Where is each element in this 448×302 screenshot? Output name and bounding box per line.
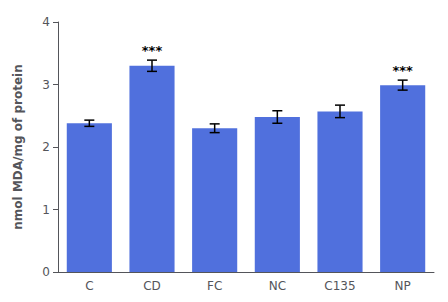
svg-text:NC: NC — [269, 279, 286, 293]
svg-text:nmol MDA/mg of protein: nmol MDA/mg of protein — [11, 64, 25, 229]
svg-text:4: 4 — [42, 15, 50, 29]
svg-text:1: 1 — [42, 203, 50, 217]
svg-text:***: *** — [392, 63, 413, 78]
svg-text:2: 2 — [42, 140, 50, 154]
svg-text:CD: CD — [143, 279, 161, 293]
svg-text:FC: FC — [207, 279, 222, 293]
svg-text:***: *** — [142, 43, 163, 58]
svg-text:NP: NP — [395, 279, 411, 293]
svg-text:C135: C135 — [324, 279, 355, 293]
svg-text:3: 3 — [42, 78, 50, 92]
svg-text:0: 0 — [42, 265, 50, 279]
svg-text:C: C — [85, 279, 93, 293]
